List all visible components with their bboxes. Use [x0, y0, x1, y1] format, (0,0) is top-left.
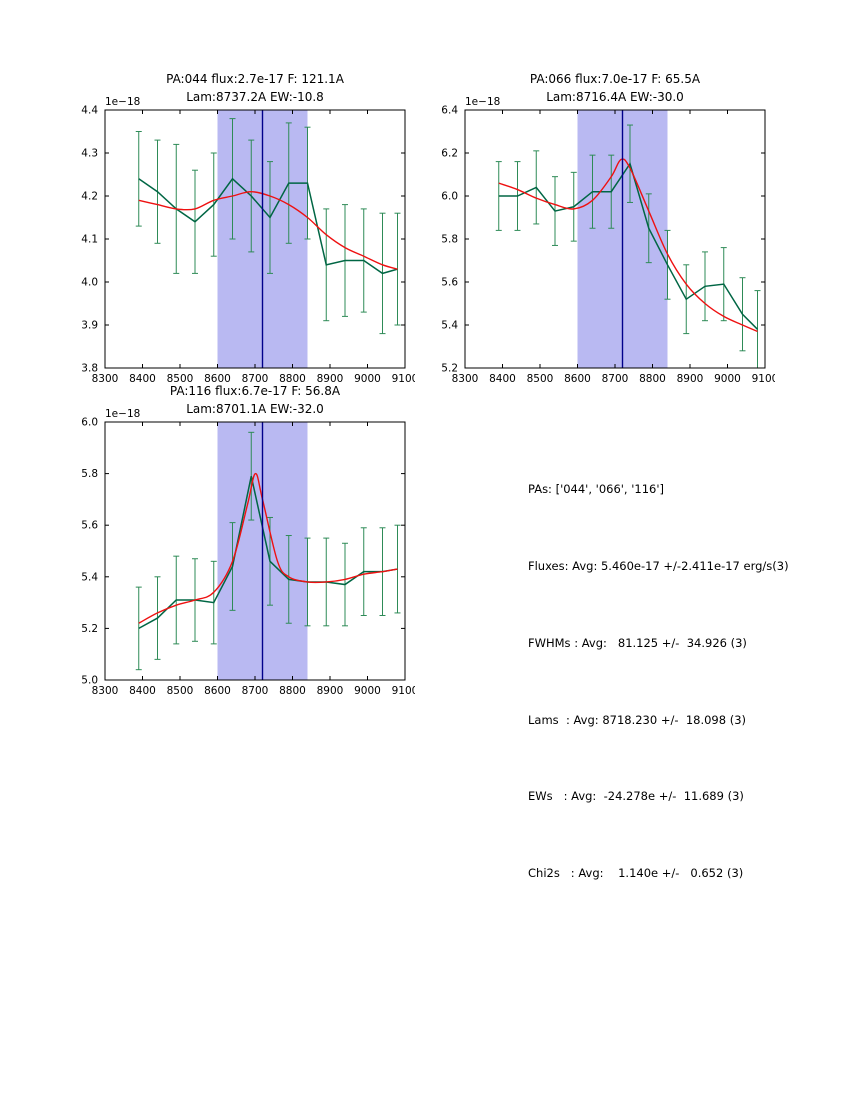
- svg-text:5.6: 5.6: [441, 277, 458, 289]
- svg-text:8800: 8800: [279, 685, 306, 697]
- svg-text:9100: 9100: [752, 373, 775, 385]
- svg-text:6.0: 6.0: [441, 191, 458, 203]
- svg-text:8700: 8700: [602, 373, 629, 385]
- svg-text:8700: 8700: [242, 685, 269, 697]
- svg-text:1e−18: 1e−18: [465, 96, 500, 108]
- chart-panel-pa044: PA:044 flux:2.7e-17 F: 121.1A Lam:8737.2…: [55, 68, 415, 390]
- svg-text:3.9: 3.9: [81, 320, 98, 332]
- chart-title-pa066: PA:066 flux:7.0e-17 F: 65.5A Lam:8716.4A…: [465, 70, 765, 106]
- svg-text:8400: 8400: [129, 685, 156, 697]
- spectrum-plot-pa116: 8300 8400 8500 8600 8700 8800 8900 9000 9100 5.0 5…: [81, 408, 415, 697]
- svg-text:9000: 9000: [354, 373, 381, 385]
- svg-text:4.3: 4.3: [81, 148, 98, 160]
- svg-text:5.4: 5.4: [441, 320, 458, 332]
- svg-text:5.2: 5.2: [441, 363, 458, 375]
- summary-line-lams: Lams : Avg: 8718.230 +/- 18.098 (3): [528, 712, 747, 727]
- svg-text:8600: 8600: [204, 685, 231, 697]
- svg-text:8600: 8600: [204, 373, 231, 385]
- svg-text:8800: 8800: [279, 373, 306, 385]
- svg-text:9000: 9000: [714, 373, 741, 385]
- svg-text:8600: 8600: [564, 373, 591, 385]
- summary-line-fwhms: FWHMs : Avg: 81.125 +/- 34.926 (3): [528, 635, 747, 650]
- chart-title-line1: PA:044 flux:2.7e-17 F: 121.1A: [166, 72, 344, 86]
- svg-text:8500: 8500: [167, 373, 194, 385]
- chart-title-line2: Lam:8701.1A EW:-32.0: [186, 402, 324, 416]
- spectrum-plot-pa044: 8300 8400 8500 8600 8700 8800 8900 9000 9100 3.8 3…: [81, 96, 415, 385]
- summary-line-ews: EWs : Avg: -24.278e +/- 11.689 (3): [528, 789, 744, 804]
- svg-text:8700: 8700: [242, 373, 269, 385]
- summary-stats: PAs: ['044', '066', '116'] Fluxes: Avg: …: [528, 426, 789, 912]
- svg-text:6.4: 6.4: [441, 105, 458, 117]
- svg-text:8300: 8300: [92, 685, 119, 697]
- spectrum-plot-pa066: 8300 8400 8500 8600 8700 8800 8900 9000 9100 5.2 5…: [441, 96, 775, 385]
- chart-panel-pa116: PA:116 flux:6.7e-17 F: 56.8A Lam:8701.1A…: [55, 380, 415, 702]
- svg-text:1e−18: 1e−18: [105, 96, 140, 108]
- svg-text:3.8: 3.8: [81, 363, 98, 375]
- svg-text:8300: 8300: [92, 373, 119, 385]
- svg-text:8900: 8900: [317, 685, 344, 697]
- svg-text:6.2: 6.2: [441, 148, 458, 160]
- chart-title-line1: PA:116 flux:6.7e-17 F: 56.8A: [169, 384, 341, 398]
- svg-text:5.2: 5.2: [81, 623, 98, 635]
- svg-text:6.0: 6.0: [81, 417, 98, 429]
- chart-title-line1: PA:066 flux:7.0e-17 F: 65.5A: [529, 72, 701, 86]
- svg-text:8400: 8400: [129, 373, 156, 385]
- svg-text:4.0: 4.0: [81, 277, 98, 289]
- chart-title-pa116: PA:116 flux:6.7e-17 F: 56.8A Lam:8701.1A…: [105, 382, 405, 418]
- svg-text:8800: 8800: [639, 373, 666, 385]
- svg-text:5.8: 5.8: [441, 234, 458, 246]
- chart-title-line2: Lam:8716.4A EW:-30.0: [546, 90, 684, 104]
- svg-text:5.6: 5.6: [81, 520, 98, 532]
- svg-text:8500: 8500: [167, 685, 194, 697]
- svg-text:8500: 8500: [527, 373, 554, 385]
- svg-text:4.2: 4.2: [81, 191, 98, 203]
- svg-text:8900: 8900: [677, 373, 704, 385]
- svg-text:5.8: 5.8: [81, 468, 98, 480]
- svg-text:9100: 9100: [392, 685, 415, 697]
- svg-text:9100: 9100: [392, 373, 415, 385]
- svg-text:8300: 8300: [452, 373, 479, 385]
- summary-line-pas: PAs: ['044', '066', '116']: [528, 482, 665, 497]
- svg-text:8900: 8900: [317, 373, 344, 385]
- summary-line-fluxes: Fluxes: Avg: 5.460e-17 +/-2.411e-17 erg/…: [528, 558, 789, 573]
- svg-text:8400: 8400: [489, 373, 516, 385]
- svg-text:5.4: 5.4: [81, 571, 98, 583]
- summary-line-chi2s: Chi2s : Avg: 1.140e +/- 0.652 (3): [528, 866, 744, 881]
- svg-text:4.4: 4.4: [81, 105, 98, 117]
- svg-text:5.0: 5.0: [81, 675, 98, 687]
- chart-panel-pa066: PA:066 flux:7.0e-17 F: 65.5A Lam:8716.4A…: [415, 68, 775, 390]
- svg-text:4.1: 4.1: [81, 234, 98, 246]
- chart-title-line2: Lam:8737.2A EW:-10.8: [186, 90, 324, 104]
- svg-text:9000: 9000: [354, 685, 381, 697]
- svg-text:1e−18: 1e−18: [105, 408, 140, 420]
- chart-title-pa044: PA:044 flux:2.7e-17 F: 121.1A Lam:8737.2…: [105, 70, 405, 106]
